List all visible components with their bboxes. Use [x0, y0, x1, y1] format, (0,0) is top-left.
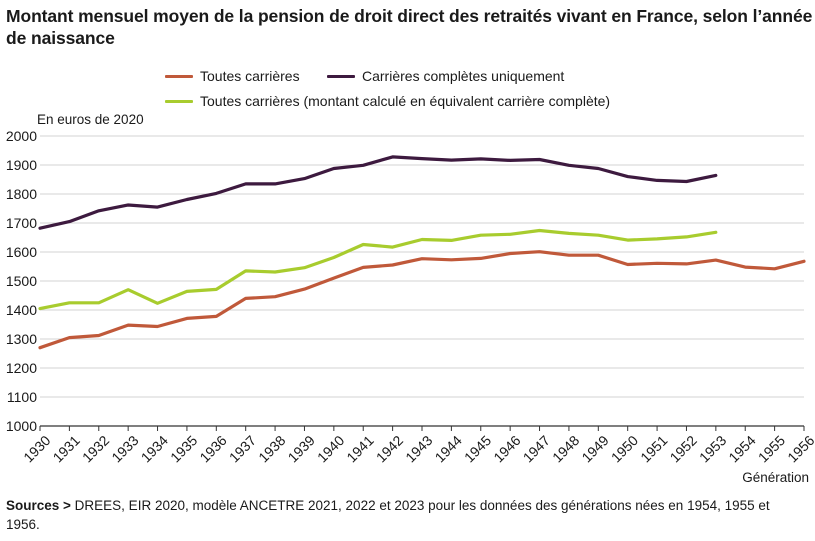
y-tick-label: 1900 [6, 157, 37, 173]
x-tick-label: 1940 [314, 432, 347, 465]
source-prefix: Sources > [6, 498, 71, 513]
series-line-equivalent [38, 228, 718, 311]
legend-swatch-toutes [165, 75, 193, 78]
x-tick-label: 1933 [108, 432, 141, 465]
series-line-toutes [38, 250, 806, 350]
x-tick-label: 1948 [549, 432, 582, 465]
source-text: DREES, EIR 2020, modèle ANCETRE 2021, 20… [6, 498, 770, 532]
x-axis-ticks: 1930193119321933193419351936193719381939… [20, 426, 815, 466]
y-axis-unit-label: En euros de 2020 [37, 112, 144, 127]
y-tick-label: 1700 [6, 215, 37, 231]
x-tick-label: 1956 [784, 432, 815, 465]
x-tick-label: 1931 [50, 432, 83, 465]
x-tick-label: 1954 [725, 432, 758, 465]
x-tick-label: 1947 [520, 432, 553, 465]
y-tick-label: 1600 [6, 244, 37, 260]
x-tick-label: 1934 [138, 432, 171, 465]
x-tick-label: 1951 [637, 432, 670, 465]
legend-swatch-completes [327, 75, 355, 78]
legend-label-completes: Carrières complètes uniquement [362, 68, 565, 84]
x-tick-label: 1939 [285, 432, 318, 465]
y-tick-label: 1400 [6, 302, 37, 318]
y-axis-ticks: 1000 1100 1200 1300 1400 1500 1600 1700 1800 1900… [6, 128, 37, 434]
data-series [38, 155, 806, 350]
x-tick-label: 1952 [667, 432, 700, 465]
chart-title: Montant mensuel moyen de la pension de d… [6, 6, 813, 48]
y-tick-label: 1300 [6, 331, 37, 347]
y-tick-label: 1200 [6, 360, 37, 376]
x-tick-label: 1930 [20, 432, 53, 465]
x-tick-label: 1949 [578, 432, 611, 465]
x-tick-label: 1943 [402, 432, 435, 465]
x-axis-title: Génération [742, 470, 809, 485]
x-tick-label: 1945 [461, 432, 494, 465]
x-tick-label: 1944 [432, 432, 465, 465]
y-tick-label: 1100 [7, 389, 37, 405]
x-tick-label: 1955 [755, 432, 788, 465]
x-tick-label: 1946 [490, 432, 523, 465]
legend-label-equivalent: Toutes carrières (montant calculé en équ… [200, 93, 611, 109]
x-tick-label: 1950 [608, 432, 641, 465]
y-tick-label: 1000 [6, 418, 37, 434]
y-tick-label: 2000 [6, 128, 37, 144]
x-tick-label: 1942 [373, 432, 406, 465]
legend-swatch-equivalent [165, 100, 193, 103]
legend-label-toutes: Toutes carrières [200, 68, 300, 84]
x-tick-label: 1935 [167, 432, 200, 465]
source-note: Sources > DREES, EIR 2020, modèle ANCETR… [6, 496, 806, 534]
y-tick-label: 1800 [6, 186, 37, 202]
x-tick-label: 1953 [696, 432, 729, 465]
series-line-completes [38, 155, 718, 230]
x-tick-label: 1937 [226, 432, 259, 465]
x-tick-label: 1938 [255, 432, 288, 465]
x-tick-label: 1941 [343, 432, 376, 465]
y-tick-label: 1500 [6, 273, 37, 289]
x-tick-label: 1932 [79, 432, 112, 465]
gridlines [40, 135, 804, 427]
x-tick-label: 1936 [196, 432, 229, 465]
